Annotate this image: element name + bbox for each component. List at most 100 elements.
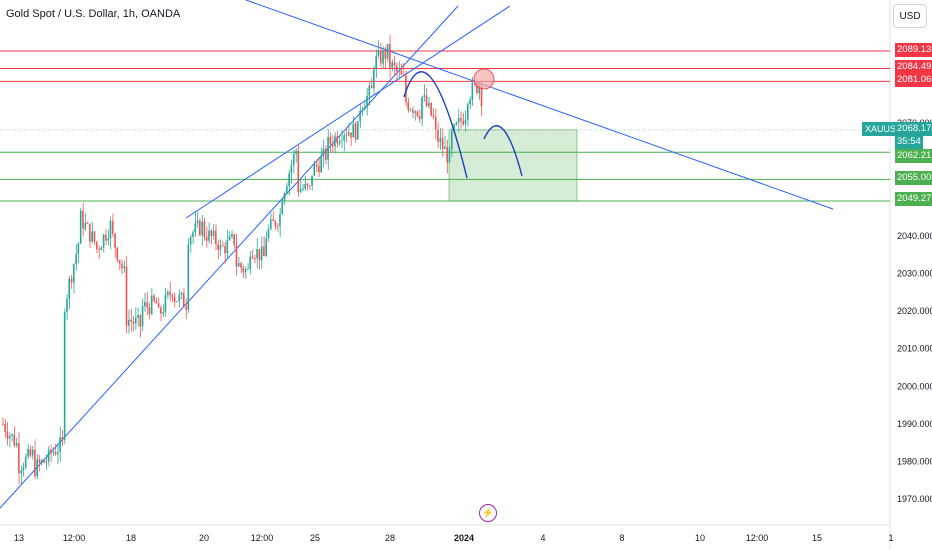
candle-body — [469, 99, 471, 105]
candle-body — [189, 236, 192, 245]
candle-body — [402, 74, 405, 76]
candle-body — [334, 136, 336, 147]
candle-body — [8, 435, 11, 439]
candle — [144, 293, 146, 312]
candle-body — [324, 148, 327, 160]
candle — [382, 46, 384, 68]
candle — [86, 221, 89, 225]
candle — [40, 458, 43, 466]
candle-body — [251, 256, 254, 259]
candle — [89, 223, 91, 248]
support-price-tag: 2062.217 — [895, 149, 932, 163]
candle — [386, 43, 389, 63]
candle — [50, 444, 52, 463]
candle-body — [205, 236, 208, 241]
candle — [118, 259, 121, 271]
candle-body — [130, 319, 132, 322]
candle-body — [139, 315, 142, 327]
candle-body — [73, 264, 75, 283]
candle — [221, 240, 224, 248]
candle — [54, 443, 57, 456]
candle — [132, 316, 135, 332]
candle — [430, 102, 432, 117]
y-tick-label: 1980.000 — [897, 457, 932, 467]
candle-body — [116, 247, 119, 261]
lightning-icon[interactable]: ⚡ — [479, 504, 497, 522]
currency-button[interactable]: USD — [893, 4, 927, 28]
candle — [63, 308, 66, 444]
candle — [130, 308, 132, 332]
candle-body — [471, 82, 474, 100]
candle — [437, 122, 439, 149]
candle — [226, 229, 229, 259]
candle-body — [423, 95, 426, 98]
candle-body — [240, 263, 242, 268]
candle-body — [105, 234, 107, 241]
candle-body — [357, 121, 359, 140]
candle — [194, 212, 197, 237]
candle-body — [66, 298, 68, 313]
candle — [292, 150, 295, 174]
candle-body — [61, 437, 64, 440]
candle-body — [141, 306, 144, 327]
candle — [210, 229, 213, 245]
candle — [249, 251, 251, 275]
candle — [100, 245, 103, 250]
candle-body — [235, 244, 238, 267]
candle — [244, 266, 247, 279]
candle-body — [20, 470, 22, 474]
candle — [297, 143, 300, 197]
candle — [439, 127, 442, 150]
candle-body — [84, 222, 87, 229]
candle-body — [38, 459, 41, 463]
candle — [324, 145, 327, 165]
candle — [352, 116, 355, 138]
candle-body — [153, 295, 155, 302]
candle-body — [91, 231, 93, 242]
candle-body — [386, 43, 389, 59]
candle — [137, 307, 139, 328]
candle-body — [448, 149, 451, 163]
candle-body — [478, 85, 481, 94]
candle-body — [109, 220, 112, 239]
candle — [329, 132, 332, 153]
candle — [127, 309, 130, 334]
candle — [272, 211, 274, 222]
candle-body — [421, 97, 423, 120]
candle-body — [331, 143, 334, 147]
candle — [228, 231, 231, 242]
candle-body — [198, 220, 201, 236]
candle — [402, 63, 405, 77]
candle — [425, 88, 428, 108]
candle — [409, 107, 412, 112]
candle-body — [171, 295, 174, 298]
candle-body — [414, 111, 416, 113]
candle — [13, 426, 16, 448]
candle — [75, 243, 77, 271]
candle-body — [185, 306, 187, 310]
candle — [428, 96, 430, 109]
candle — [260, 236, 263, 269]
candle — [235, 233, 238, 276]
candle-body — [68, 278, 71, 299]
candle-body — [43, 460, 45, 463]
support-price-tag: 2049.271 — [895, 192, 932, 206]
candle-body — [453, 124, 455, 131]
candle — [320, 147, 322, 174]
candle — [139, 314, 142, 338]
candle-body — [318, 165, 320, 173]
candle-body — [182, 292, 185, 307]
candle-body — [79, 210, 82, 244]
candle-body — [178, 294, 180, 302]
candle-body — [263, 246, 265, 257]
candle-body — [320, 156, 322, 173]
channel-upper-trendline — [185, 5, 511, 219]
candle — [134, 307, 137, 330]
candle-body — [476, 83, 478, 94]
candle-body — [363, 107, 366, 110]
candle — [240, 261, 242, 274]
candle-body — [269, 219, 272, 229]
candle — [153, 293, 155, 304]
x-tick-label: 12:00 — [746, 533, 769, 543]
